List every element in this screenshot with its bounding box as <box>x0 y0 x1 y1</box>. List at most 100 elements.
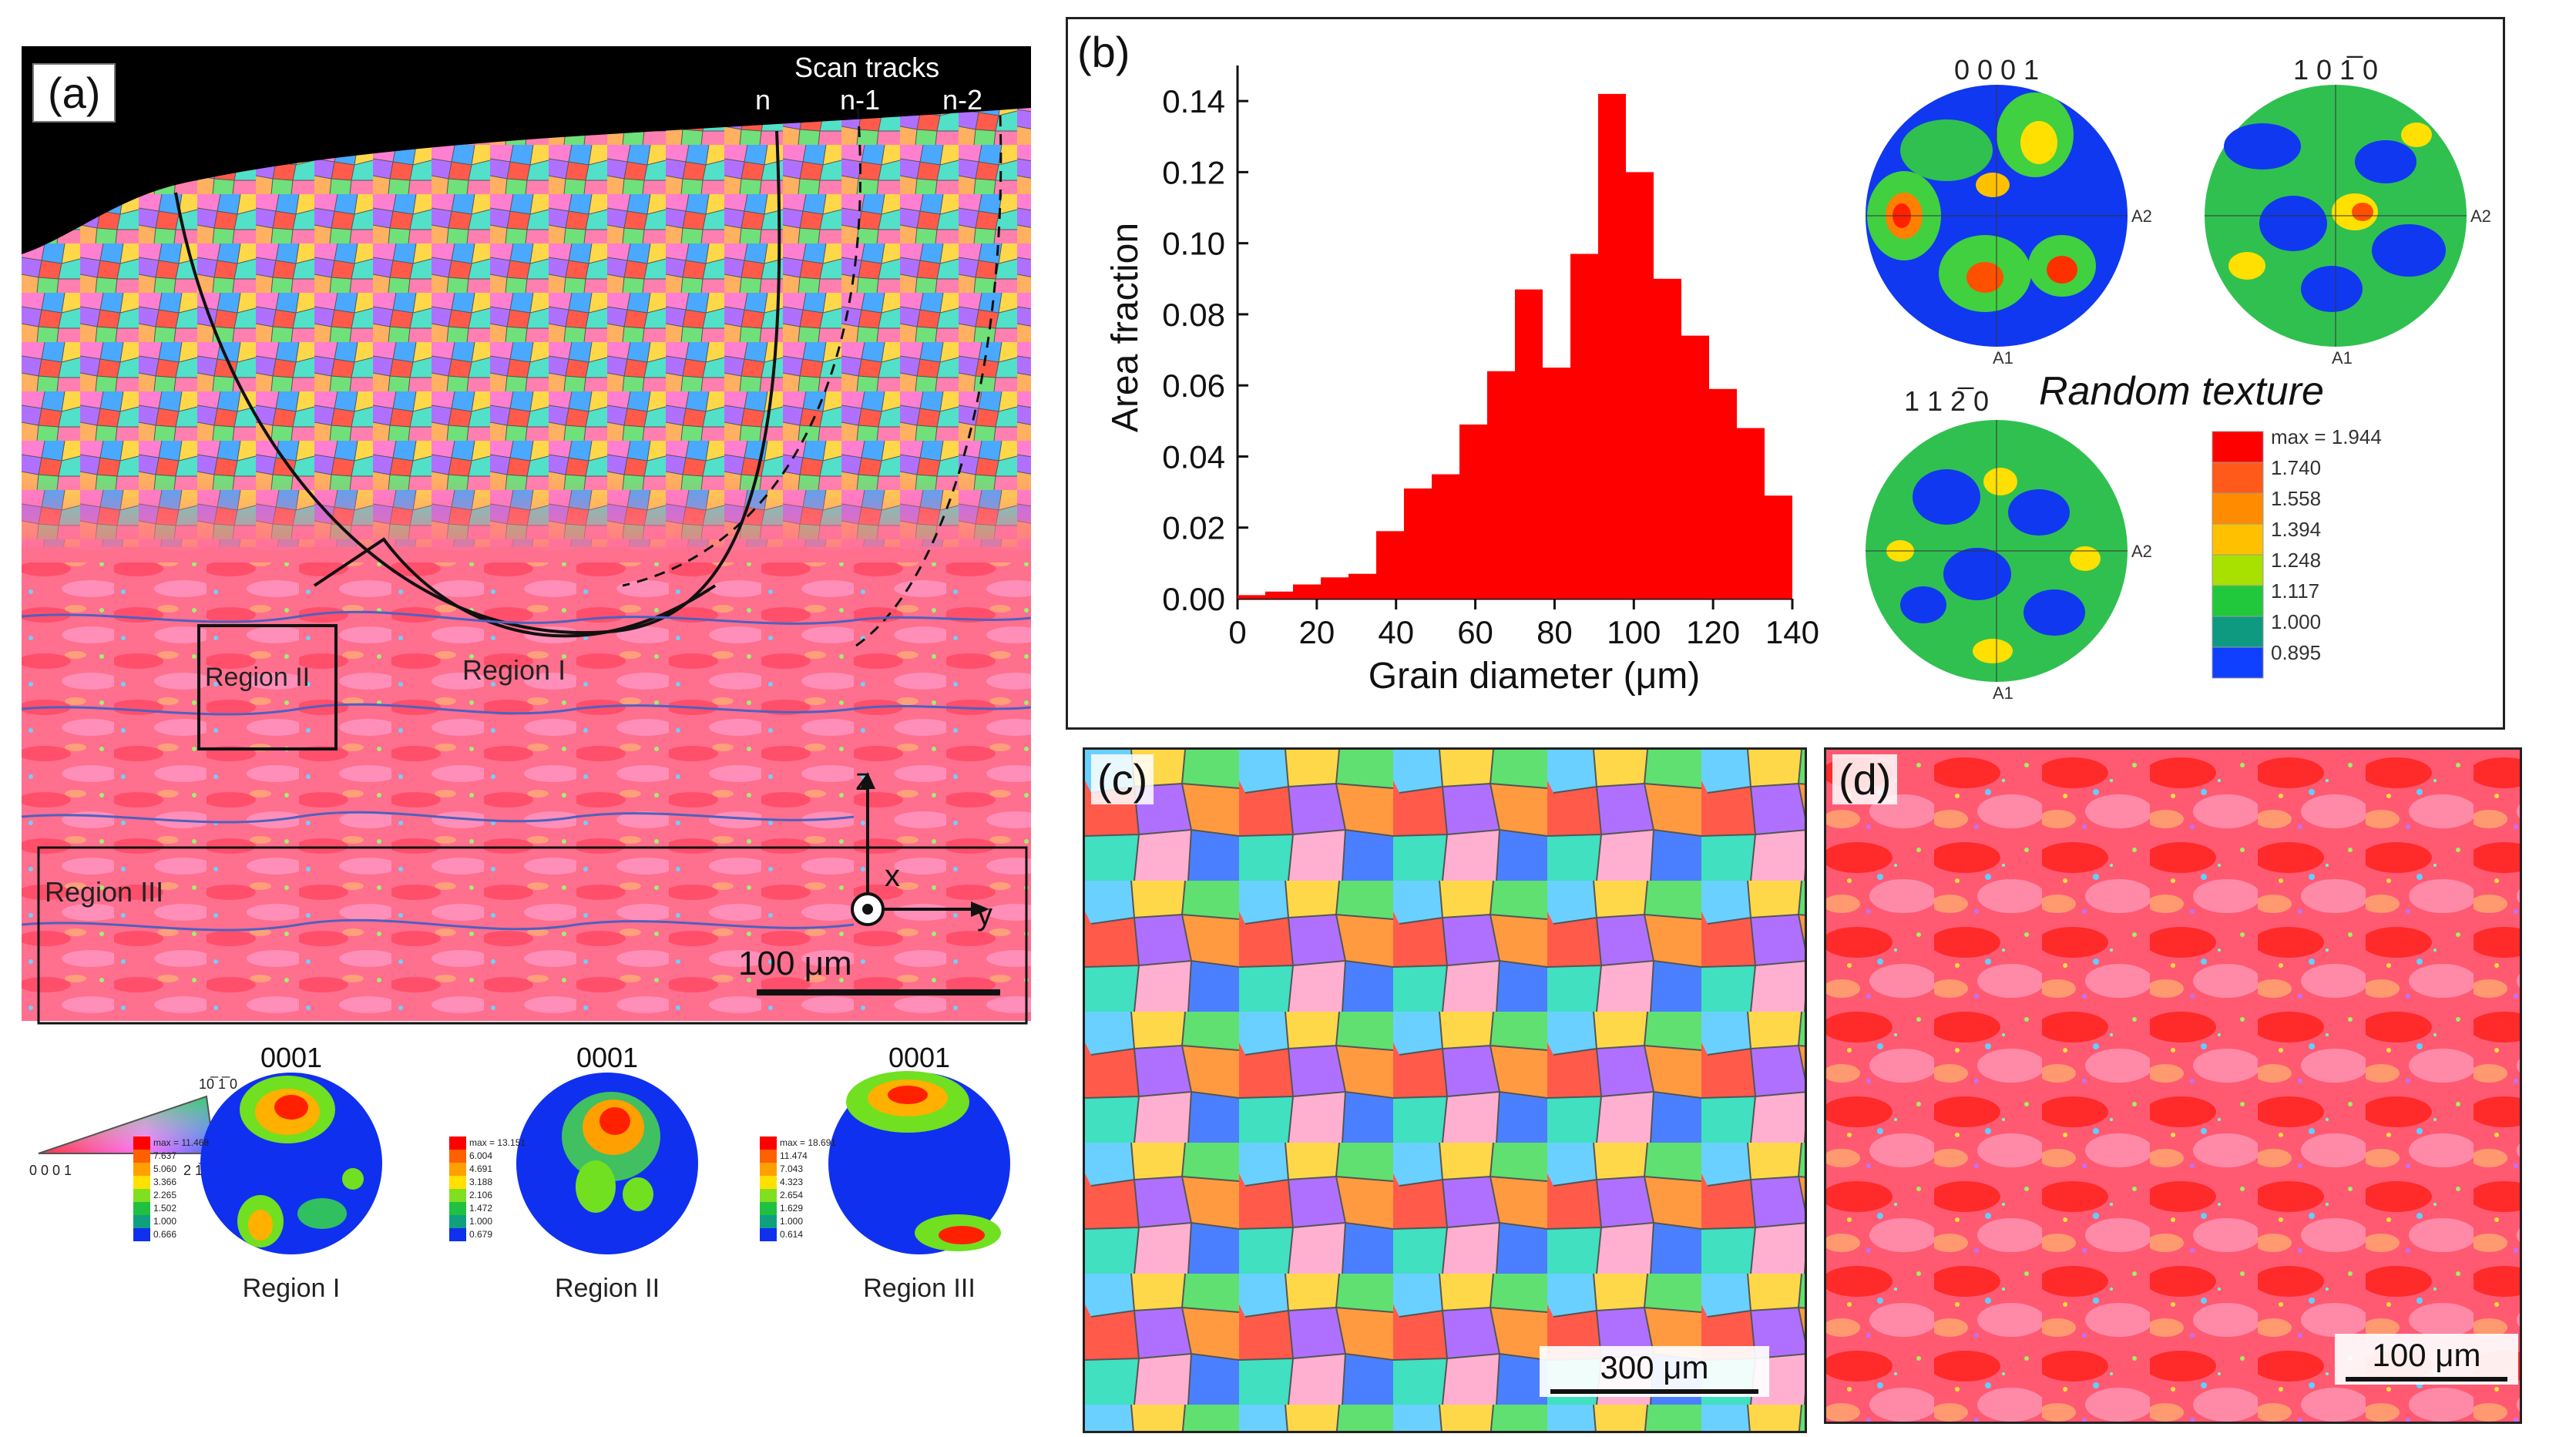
scan-tracks-title: Scan tracks <box>794 52 939 83</box>
histogram-bar-4 <box>1348 573 1376 599</box>
region-i-label: Region I <box>462 654 566 686</box>
ipf-key-left: 0 0 0 1 <box>29 1163 72 1178</box>
pole-figure-region-ii: 0001 Region II max = 13.151 6.004 4.691 … <box>449 1042 698 1303</box>
x-tick-label-2: 40 <box>1378 614 1414 650</box>
histogram-bar-3 <box>1321 577 1348 599</box>
legend-swatch-3 <box>2212 523 2264 556</box>
histogram-bar-13 <box>1598 93 1626 599</box>
histogram-bar-6 <box>1404 488 1432 599</box>
pf3-legend-1: 11.474 <box>780 1150 808 1161</box>
legend-swatch-5 <box>2212 585 2264 617</box>
pf3-legend-5: 1.629 <box>780 1203 803 1214</box>
pf1-legend-1: 7.637 <box>153 1150 176 1161</box>
legend-label-4: 1.248 <box>2271 549 2321 572</box>
scale-bar-d: 100 μm <box>2335 1334 2518 1385</box>
pf-b-title-1120: 1 1 2̅ 0 <box>1904 385 1989 417</box>
pf2-legend-1: 6.004 <box>469 1150 492 1161</box>
pf3-legend-0: max = 18.691 <box>780 1137 836 1148</box>
panel-a: Region II Region I Region III Scan track… <box>21 46 1032 1029</box>
pf2-title: 0001 <box>576 1042 638 1073</box>
ebsd-map-d <box>1826 750 2520 1422</box>
x-axis-label: Grain diameter (μm) <box>1369 656 1700 697</box>
legend-label-1: 1.740 <box>2271 456 2321 479</box>
y-tick-label-6: 0.12 <box>1162 154 1225 190</box>
histogram-bar-8 <box>1459 424 1487 599</box>
pf3-legend-3: 4.323 <box>780 1177 803 1187</box>
y-tick-label-5: 0.10 <box>1162 226 1225 262</box>
coordinate-axes: z x y <box>851 763 992 932</box>
ebsd-map-c <box>1085 750 1805 1431</box>
x-tick-label-6: 120 <box>1686 614 1740 650</box>
pf2-region: Region II <box>555 1274 660 1303</box>
histogram-bar-10 <box>1515 289 1543 599</box>
y-tick-label-0: 0.00 <box>1162 581 1225 617</box>
pf3-legend-2: 7.043 <box>780 1163 803 1174</box>
pf-b-0001-a2: A2 <box>2131 206 2152 226</box>
pf2-legend-4: 2.106 <box>469 1190 492 1200</box>
histogram-bar-15 <box>1654 278 1681 599</box>
pf1-legend-5: 1.502 <box>153 1203 176 1214</box>
pf3-region: Region III <box>863 1274 976 1303</box>
pf2-legend-5: 1.472 <box>469 1203 492 1214</box>
panel-d-label: (d) <box>1832 754 1898 804</box>
pf2-legend-7: 0.679 <box>469 1229 492 1240</box>
histogram-bar-18 <box>1737 428 1765 599</box>
pf1-legend-6: 1.000 <box>153 1216 176 1227</box>
panel-c: (c) 300 μm <box>1083 747 1807 1433</box>
pf2-legend-2: 4.691 <box>469 1163 492 1174</box>
axis-x-label: x <box>885 859 900 893</box>
panel-b-label: (b) <box>1077 28 1130 76</box>
legend-label-0: max = 1.944 <box>2271 425 2382 448</box>
y-tick-label-3: 0.06 <box>1162 368 1225 404</box>
legend-swatch-1 <box>2212 462 2264 494</box>
x-tick-label-7: 140 <box>1765 614 1819 650</box>
region-iii-label: Region III <box>45 876 163 908</box>
panel-b: (b) 0.00 0.02 0.04 0.06 0.08 0.10 0.12 0.14 0 20… <box>1066 17 2505 730</box>
ebsd-map-a <box>22 46 1031 1021</box>
pf1-legend-0: max = 11.468 <box>153 1137 209 1148</box>
region-ii-box <box>197 624 338 750</box>
pf2-legend-0: max = 13.151 <box>469 1137 526 1148</box>
pf-b-1010-a1: A1 <box>2332 348 2353 368</box>
y-axis-label: Area fraction <box>1105 223 1146 432</box>
panel-d: (d) 100 μm <box>1824 747 2522 1424</box>
pf-b-1120-a1: A1 <box>1993 683 2013 703</box>
legend-swatch-0 <box>2212 431 2264 463</box>
legend-label-5: 1.117 <box>2271 579 2319 603</box>
legend-label-6: 1.000 <box>2271 610 2321 633</box>
scale-bar-a-text: 100 μm <box>738 945 852 982</box>
legend-label-3: 1.394 <box>2271 518 2321 541</box>
y-tick-label-1: 0.02 <box>1162 510 1225 546</box>
pf1-legend-3: 3.366 <box>153 1177 176 1187</box>
pf1-legend-4: 2.265 <box>153 1190 176 1200</box>
histogram-bar-0 <box>1238 595 1265 599</box>
pf3-legend-6: 1.000 <box>780 1216 803 1227</box>
panel-b-pole-figures: 0 0 0 1 A1 A2 1 0 1̅ 0 <box>1866 54 2491 703</box>
scan-track-n-2: n-2 <box>942 84 982 116</box>
pf3-legend-7: 0.614 <box>780 1229 803 1240</box>
x-tick-label-0: 0 <box>1228 614 1246 650</box>
legend-label-7: 0.895 <box>2271 641 2321 664</box>
y-tick-label-7: 0.14 <box>1162 83 1225 119</box>
pole-figure-region-i: 0001 Region I max = 11.468 7.637 5.060 3… <box>133 1042 382 1303</box>
histogram-bar-5 <box>1376 531 1404 599</box>
region-iii-box <box>37 846 1028 1025</box>
histogram-bar-16 <box>1681 335 1709 599</box>
scale-bar-c-text: 300 μm <box>1600 1349 1709 1385</box>
pf-b-0001-a1: A1 <box>1993 348 2013 368</box>
histogram-bar-7 <box>1432 474 1459 599</box>
legend-swatch-6 <box>2212 616 2264 648</box>
pf1-title: 0001 <box>260 1042 322 1073</box>
random-texture-legend: max = 1.944 1.740 1.558 1.394 1.248 1.117 1.00… <box>2212 425 2382 679</box>
legend-swatch-4 <box>2212 554 2264 586</box>
pf2-legend-6: 1.000 <box>469 1216 492 1227</box>
panel-c-label: (c) <box>1091 754 1154 804</box>
scale-bar-c-line <box>1550 1389 1758 1394</box>
random-texture-title: Random texture <box>2039 369 2324 414</box>
histogram-bar-12 <box>1570 253 1598 599</box>
pole-figure-11-20: 1 1 2̅ 0 A1 A2 <box>1866 385 2152 703</box>
melt-pool-boundary-n-1 <box>622 107 861 587</box>
scan-track-n-1: n-1 <box>840 84 880 116</box>
axis-y-label: y <box>977 898 992 932</box>
ipf-key-top: 10̅ 1̅ 0 <box>199 1076 237 1092</box>
